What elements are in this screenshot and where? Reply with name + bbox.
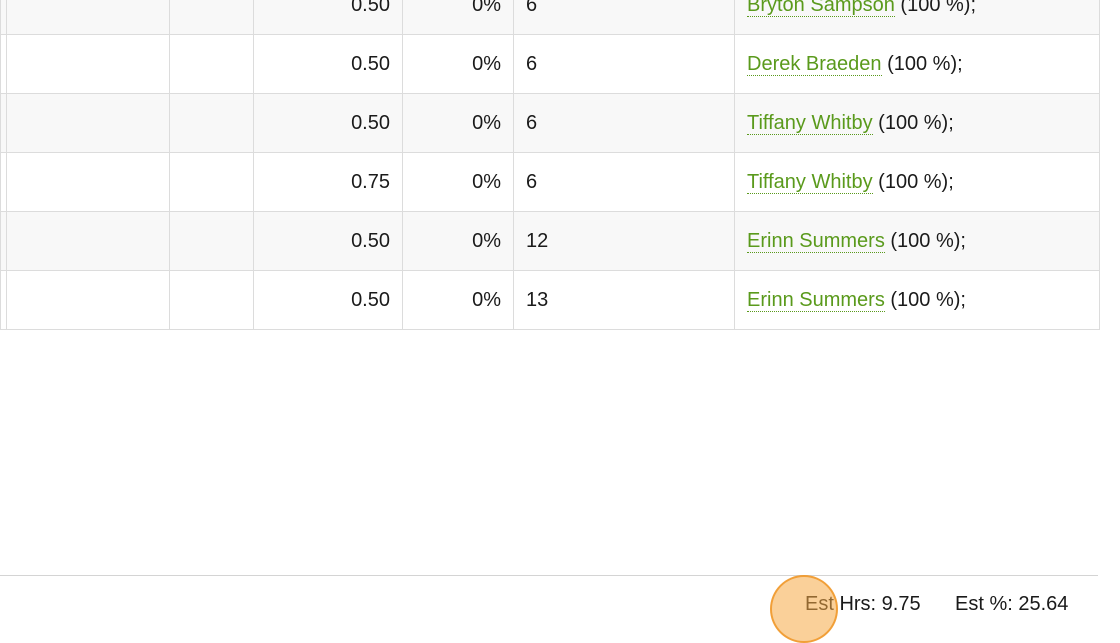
assignee-link[interactable]: Erinn Summers [747, 229, 885, 253]
assignee-cell: Erinn Summers (100 %); [734, 270, 1100, 330]
empty-cell [169, 270, 254, 330]
table-row[interactable]: 0.50 0% 6 Derek Braeden (100 %); [0, 34, 1100, 94]
assignee-link[interactable]: Erinn Summers [747, 288, 885, 312]
percent-cell: 0% [402, 211, 514, 271]
empty-cell [6, 93, 170, 153]
assignee-link[interactable]: Bryton Sampson [747, 0, 895, 17]
assignee-link[interactable]: Derek Braeden [747, 52, 882, 76]
assignee-share: (100 %); [890, 229, 966, 252]
empty-cell [6, 0, 170, 35]
number-cell: 6 [513, 152, 735, 212]
empty-cell [6, 211, 170, 271]
hours-cell: 0.50 [253, 270, 403, 330]
hours-cell: 0.50 [253, 34, 403, 94]
task-table: 0.50 0% 6 Bryton Sampson (100 %); 0.50 0… [0, 0, 1100, 330]
assignee-cell: Derek Braeden (100 %); [734, 34, 1100, 94]
assignee-link[interactable]: Tiffany Whitby [747, 170, 873, 194]
assignee-share: (100 %); [878, 111, 954, 134]
empty-cell [169, 0, 254, 35]
assignee-cell: Bryton Sampson (100 %); [734, 0, 1100, 35]
percent-cell: 0% [402, 152, 514, 212]
hours-cell: 0.50 [253, 211, 403, 271]
empty-cell [169, 152, 254, 212]
number-cell: 6 [513, 34, 735, 94]
percent-cell: 0% [402, 270, 514, 330]
empty-cell [169, 211, 254, 271]
assignee-share: (100 %); [878, 170, 954, 193]
table-row[interactable]: 0.50 0% 6 Tiffany Whitby (100 %); [0, 93, 1100, 153]
hours-cell: 0.50 [253, 0, 403, 35]
estimated-hours-total: Est Hrs: 9.75 [805, 593, 921, 615]
empty-cell [6, 34, 170, 94]
table-row[interactable]: 0.50 0% 13 Erinn Summers (100 %); [0, 270, 1100, 330]
hours-cell: 0.75 [253, 152, 403, 212]
percent-cell: 0% [402, 0, 514, 35]
table-row[interactable]: 0.50 0% 12 Erinn Summers (100 %); [0, 211, 1100, 271]
percent-cell: 0% [402, 93, 514, 153]
assignee-share: (100 %); [900, 0, 977, 16]
assignee-share: (100 %); [887, 52, 963, 75]
assignee-share: (100 %); [890, 288, 966, 311]
assignee-cell: Tiffany Whitby (100 %); [734, 93, 1100, 153]
summary-footer [0, 575, 1098, 631]
percent-cell: 0% [402, 34, 514, 94]
number-cell: 12 [513, 211, 735, 271]
number-cell: 6 [513, 0, 735, 35]
assignee-link[interactable]: Tiffany Whitby [747, 111, 873, 135]
table-row[interactable]: 0.75 0% 6 Tiffany Whitby (100 %); [0, 152, 1100, 212]
number-cell: 6 [513, 93, 735, 153]
empty-cell [169, 93, 254, 153]
number-cell: 13 [513, 270, 735, 330]
hours-cell: 0.50 [253, 93, 403, 153]
empty-cell [6, 270, 170, 330]
empty-cell [6, 152, 170, 212]
assignee-cell: Erinn Summers (100 %); [734, 211, 1100, 271]
assignee-cell: Tiffany Whitby (100 %); [734, 152, 1100, 212]
estimated-percent-total: Est %: 25.64 [955, 593, 1069, 615]
table-row[interactable]: 0.50 0% 6 Bryton Sampson (100 %); [0, 0, 1100, 35]
empty-cell [169, 34, 254, 94]
